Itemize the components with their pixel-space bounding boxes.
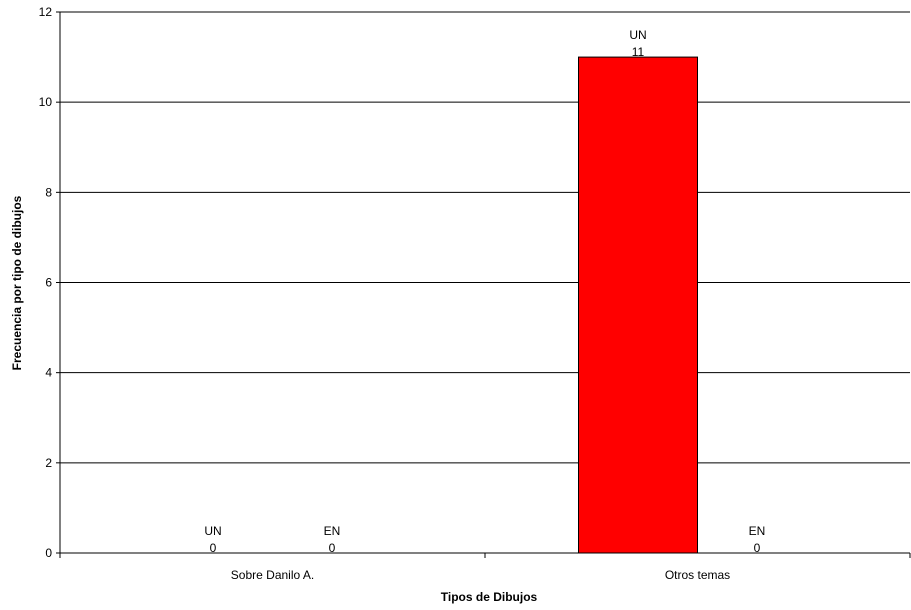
data-label-value: 0 bbox=[754, 541, 761, 555]
x-axis-title: Tipos de Dibujos bbox=[441, 590, 538, 604]
bar-un-1 bbox=[578, 56, 698, 554]
y-tick-label: 4 bbox=[45, 366, 52, 380]
data-label-series: EN bbox=[324, 524, 341, 538]
y-tick-label: 6 bbox=[45, 276, 52, 290]
x-tick-label: Sobre Danilo A. bbox=[231, 568, 314, 582]
bars bbox=[578, 56, 698, 554]
y-tick-label: 10 bbox=[39, 95, 53, 109]
y-tick-label: 2 bbox=[45, 456, 52, 470]
data-label-series: UN bbox=[204, 524, 221, 538]
y-axis-title: Frecuencia por tipo de dibujos bbox=[10, 195, 24, 370]
data-label-series: UN bbox=[629, 28, 646, 42]
y-tick-label: 0 bbox=[45, 546, 52, 560]
y-tick-label: 8 bbox=[45, 185, 52, 199]
axes bbox=[56, 11, 911, 558]
data-label-value: 0 bbox=[210, 541, 217, 555]
data-label-value: 0 bbox=[329, 541, 336, 555]
tick-labels: 0 2 4 6 8 10 12 Sobre Danilo A. Otros temas bbox=[39, 5, 731, 582]
data-labels: UN 0 EN 0 UN 11 EN 0 bbox=[204, 28, 765, 555]
data-label-series: EN bbox=[749, 524, 766, 538]
y-tick-label: 12 bbox=[39, 5, 53, 19]
gridlines bbox=[60, 11, 910, 464]
x-tick-label: Otros temas bbox=[665, 568, 730, 582]
data-label-value: 11 bbox=[632, 45, 645, 59]
